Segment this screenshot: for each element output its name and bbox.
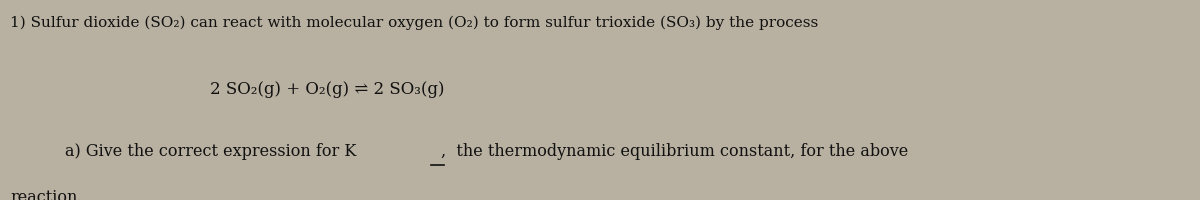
Text: 1) Sulfur dioxide (SO₂) can react with molecular oxygen (O₂) to form sulfur trio: 1) Sulfur dioxide (SO₂) can react with m… xyxy=(10,16,818,30)
Text: ,  the thermodynamic equilibrium constant, for the above: , the thermodynamic equilibrium constant… xyxy=(440,142,908,159)
Text: reaction.: reaction. xyxy=(10,188,83,200)
Text: 2 SO₂(g) + O₂(g) ⇌ 2 SO₃(g): 2 SO₂(g) + O₂(g) ⇌ 2 SO₃(g) xyxy=(210,81,444,98)
Text: a) Give the correct expression for K: a) Give the correct expression for K xyxy=(65,142,356,159)
